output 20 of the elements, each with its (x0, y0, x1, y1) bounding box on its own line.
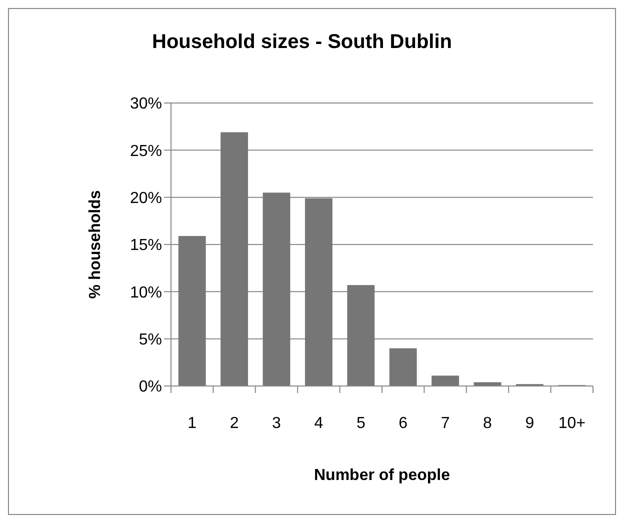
x-tick-label: 9 (525, 415, 534, 432)
y-tick-label: 5% (138, 331, 162, 348)
x-tick-label: 1 (188, 415, 197, 432)
x-tick-label: 3 (272, 415, 282, 432)
y-tick-label: 30% (130, 96, 162, 113)
chart-title: Household sizes - South Dublin (152, 31, 452, 53)
x-tick-label: 4 (314, 415, 324, 432)
y-axis-title: % households (87, 190, 104, 299)
x-tick-label: 5 (356, 415, 366, 432)
x-tick-label: 7 (440, 415, 450, 432)
x-tick-label: 6 (398, 415, 408, 432)
y-tick-label: 15% (130, 237, 162, 254)
y-tick-label: 25% (130, 142, 162, 160)
x-axis-title: Number of people (314, 467, 450, 484)
y-tick-label: 20% (130, 190, 162, 207)
y-tick-label: 0% (138, 378, 162, 396)
x-tick-label: 10+ (558, 415, 586, 432)
x-tick-label: 8 (483, 415, 492, 432)
y-tick-label: 10% (130, 284, 162, 302)
x-tick-label: 2 (230, 415, 239, 432)
